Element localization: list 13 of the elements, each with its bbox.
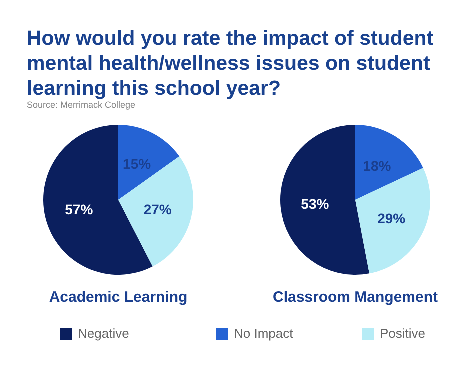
chart-title: How would you rate the impact of student mental health/wellness issues on student learning this school year? — [27, 26, 435, 101]
legend-label: No Impact — [234, 326, 294, 341]
text: Academic Learning — [49, 289, 188, 306]
data-label: 57% — [65, 202, 94, 218]
legend-label: Positive — [380, 326, 426, 341]
data-label: 29% — [378, 210, 406, 226]
data-label: 18% — [363, 158, 392, 174]
source-note: Source: Merrimack College — [27, 100, 136, 110]
legend-label: Negative — [78, 326, 130, 341]
data-label: 27% — [144, 202, 172, 218]
data-label: 15% — [123, 156, 152, 172]
text: Classroom Mangement — [272, 289, 438, 306]
data-label: 53% — [301, 196, 330, 212]
